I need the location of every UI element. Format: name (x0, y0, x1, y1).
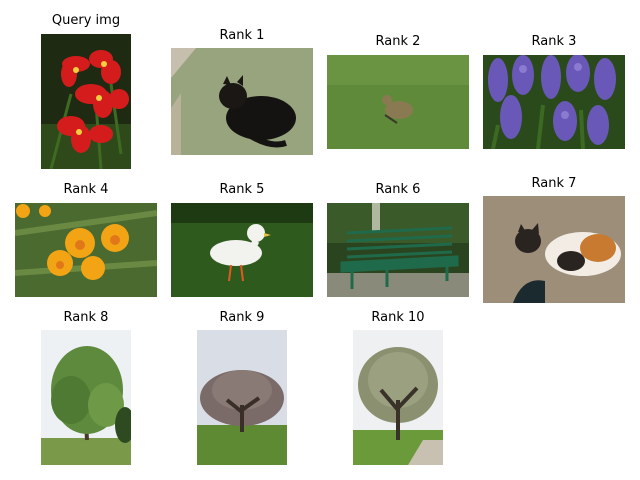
rank-9-image-bare-tree (197, 330, 287, 465)
rank-7-image-calico-cat (483, 196, 625, 303)
rank-4-image-poppies (15, 203, 157, 297)
panel-title-rank-9: Rank 9 (219, 310, 265, 325)
query-image-red-flowers (41, 34, 131, 169)
rank-1-image-black-cat (171, 48, 313, 155)
rank-5-image-white-duck (171, 203, 313, 297)
rank-10-image-tree-path (353, 330, 443, 465)
panel-title-rank-8: Rank 8 (63, 310, 109, 325)
panel-title-rank-3: Rank 3 (531, 34, 577, 49)
panel-title-rank-10: Rank 10 (371, 310, 425, 325)
panel-title-rank-7: Rank 7 (531, 176, 577, 191)
rank-2-image-gosling (327, 55, 469, 149)
panel-title-query: Query img (51, 13, 121, 28)
rank-6-image-park-bench (327, 203, 469, 297)
rank-3-image-hyacinths (483, 55, 625, 149)
panel-title-rank-4: Rank 4 (63, 182, 109, 197)
panel-title-rank-6: Rank 6 (375, 182, 421, 197)
rank-8-image-leafy-tree (41, 330, 131, 465)
panel-title-rank-5: Rank 5 (219, 182, 265, 197)
panel-title-rank-2: Rank 2 (375, 34, 421, 49)
panel-title-rank-1: Rank 1 (219, 28, 265, 43)
